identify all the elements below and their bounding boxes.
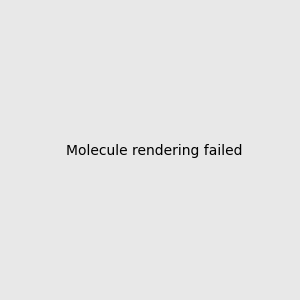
Text: Molecule rendering failed: Molecule rendering failed (65, 145, 242, 158)
